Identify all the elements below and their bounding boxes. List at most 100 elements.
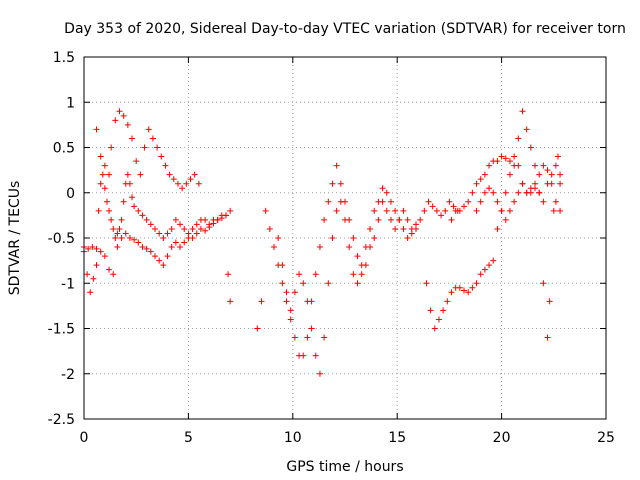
data-point (354, 280, 361, 287)
data-point (172, 239, 179, 246)
data-point (116, 225, 123, 232)
data-point (540, 162, 547, 169)
data-point (511, 153, 518, 160)
data-point (183, 180, 190, 187)
data-point (93, 126, 100, 133)
data-point (421, 207, 428, 214)
data-point (112, 235, 119, 241)
data-point (124, 121, 131, 128)
data-point (481, 189, 488, 196)
data-point (122, 230, 129, 237)
data-point (258, 298, 265, 305)
data-point (557, 180, 564, 187)
data-point (435, 316, 442, 323)
data-point (417, 216, 424, 223)
data-point (383, 207, 390, 214)
data-point (515, 189, 522, 196)
y-tick-label: -2 (61, 367, 75, 383)
data-point (350, 271, 357, 278)
data-point (523, 126, 530, 133)
data-point (494, 225, 501, 232)
data-point (481, 171, 488, 178)
data-point (465, 198, 472, 205)
data-point (101, 185, 108, 192)
data-point (129, 135, 136, 142)
data-point (106, 207, 113, 214)
data-point (287, 307, 294, 314)
data-point (557, 207, 564, 214)
data-point (511, 198, 518, 205)
data-point (550, 207, 557, 214)
data-point (197, 225, 204, 232)
data-point (120, 112, 127, 119)
series-track-f (423, 108, 564, 341)
data-point (312, 352, 319, 359)
data-point (423, 280, 430, 287)
data-point (486, 185, 493, 192)
data-points (81, 108, 564, 377)
data-point (448, 289, 455, 296)
data-point (333, 207, 340, 214)
data-point (448, 216, 455, 223)
data-point (158, 153, 165, 160)
data-point (156, 257, 163, 264)
series-track-a (81, 171, 234, 296)
data-point (139, 244, 146, 251)
axis-ticks: -2.5 -2 -1.5 -1 -0.5 0 0.5 1 1.5 0 5 10 15 20 25 (48, 50, 615, 446)
x-tick-label: 5 (184, 430, 193, 446)
data-point (97, 248, 104, 255)
y-tick-label: 1.5 (53, 50, 75, 66)
data-point (446, 198, 453, 205)
data-point (99, 171, 106, 178)
data-point (473, 180, 480, 187)
data-point (408, 230, 415, 237)
data-point (283, 298, 290, 305)
data-point (143, 245, 150, 252)
data-point (515, 135, 522, 142)
data-point (156, 230, 163, 237)
series-track-b (81, 212, 234, 305)
data-point (502, 189, 509, 196)
series-track-e (275, 189, 461, 377)
data-point (101, 162, 108, 169)
data-point (149, 135, 156, 142)
series-track-h (473, 162, 564, 223)
data-point (271, 244, 278, 251)
data-point (329, 235, 336, 241)
data-point (189, 235, 196, 241)
data-point (287, 316, 294, 323)
data-point (427, 307, 434, 314)
data-point (225, 271, 232, 278)
data-point (193, 230, 200, 237)
data-point (498, 207, 505, 214)
data-point (404, 216, 411, 223)
data-point (116, 108, 123, 115)
data-point (465, 289, 472, 296)
data-point (108, 144, 115, 151)
data-point (214, 216, 221, 223)
data-point (275, 235, 282, 241)
data-point (548, 171, 555, 178)
y-tick-label: 1 (66, 95, 75, 111)
data-point (254, 325, 261, 332)
y-tick-label: -2.5 (48, 412, 75, 428)
data-point (189, 225, 196, 232)
data-point (557, 171, 564, 178)
data-point (494, 198, 501, 205)
data-point (151, 225, 158, 232)
data-point (193, 221, 200, 228)
data-point (181, 225, 188, 232)
data-point (262, 207, 269, 214)
data-point (473, 207, 480, 214)
data-point (552, 162, 559, 169)
data-point (477, 198, 484, 205)
data-point (133, 158, 140, 165)
data-point (210, 220, 217, 227)
data-point (151, 253, 158, 260)
data-point (135, 239, 142, 246)
data-point (536, 189, 543, 196)
y-tick-label: -0.5 (48, 231, 75, 247)
data-point (206, 224, 213, 231)
data-point (532, 180, 539, 187)
data-point (536, 171, 543, 178)
